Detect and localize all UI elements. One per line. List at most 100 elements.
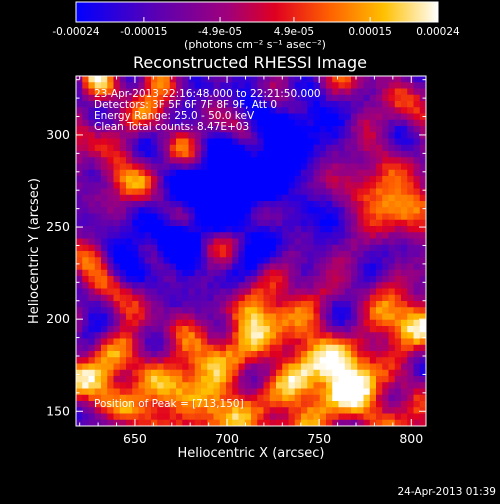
heatmap-cell xyxy=(407,288,414,296)
heatmap-cell xyxy=(244,194,252,202)
heatmap-cell xyxy=(413,388,421,396)
heatmap-cell xyxy=(401,244,408,252)
heatmap-cell xyxy=(138,369,146,377)
heatmap-cell xyxy=(313,201,321,208)
heatmap-cell xyxy=(82,313,89,321)
heatmap-cell xyxy=(138,132,146,139)
heatmap-cell xyxy=(157,82,164,89)
heatmap-cell xyxy=(157,219,164,227)
heatmap-cell xyxy=(401,107,408,114)
heatmap-cell xyxy=(307,219,314,227)
heatmap-cell xyxy=(176,388,183,396)
heatmap-cell xyxy=(88,376,96,383)
heatmap-cell xyxy=(88,382,96,389)
heatmap-cell xyxy=(419,238,426,246)
heatmap-cell xyxy=(157,394,164,402)
heatmap-cell xyxy=(338,169,346,177)
heatmap-cell xyxy=(238,288,246,296)
heatmap-cell xyxy=(213,244,221,252)
heatmap-cell xyxy=(344,282,352,289)
heatmap-cell xyxy=(294,401,302,408)
heatmap-cell xyxy=(188,157,196,164)
heatmap-cell xyxy=(394,407,402,414)
heatmap-cell xyxy=(357,132,364,139)
heatmap-cell xyxy=(307,113,314,121)
heatmap-cell xyxy=(88,344,96,352)
heatmap-cell xyxy=(269,119,277,127)
heatmap-cell xyxy=(307,376,314,383)
heatmap-cell xyxy=(76,226,83,233)
heatmap-cell xyxy=(251,226,258,233)
heatmap-cell xyxy=(76,251,83,258)
heatmap-cell xyxy=(344,132,352,139)
heatmap-cell xyxy=(207,338,214,346)
heatmap-cell xyxy=(357,182,364,189)
heatmap-cell xyxy=(388,219,396,227)
heatmap-cell xyxy=(194,182,202,189)
heatmap-cell xyxy=(332,169,339,177)
heatmap-cell xyxy=(176,213,183,221)
heatmap-cell xyxy=(263,82,271,89)
heatmap-cell xyxy=(363,182,371,189)
heatmap-cell xyxy=(107,169,114,177)
heatmap-cell xyxy=(213,263,221,271)
heatmap-cell xyxy=(194,319,202,327)
heatmap-cell xyxy=(407,88,414,96)
heatmap-cell xyxy=(238,313,246,321)
heatmap-cell xyxy=(257,251,264,258)
heatmap-cell xyxy=(382,257,389,264)
heatmap-cell xyxy=(251,307,258,314)
heatmap-cell xyxy=(219,107,227,114)
heatmap-cell xyxy=(276,263,283,271)
heatmap-cell xyxy=(188,94,196,102)
heatmap-cell xyxy=(219,263,227,271)
heatmap-cell xyxy=(126,301,133,308)
heatmap-cell xyxy=(76,319,83,327)
heatmap-cell xyxy=(269,257,277,264)
heatmap-cell xyxy=(294,257,302,264)
heatmap-cell xyxy=(157,344,164,352)
heatmap-cell xyxy=(213,351,221,358)
heatmap-cell xyxy=(313,369,321,377)
heatmap-cell xyxy=(269,207,277,214)
heatmap-cell xyxy=(263,182,271,189)
heatmap-cell xyxy=(294,351,302,358)
heatmap-cell xyxy=(213,188,221,196)
heatmap-cell xyxy=(382,126,389,133)
heatmap-cell xyxy=(376,326,383,333)
heatmap-cell xyxy=(107,219,114,227)
heatmap-cell xyxy=(226,351,233,358)
heatmap-cell xyxy=(351,376,358,383)
heatmap-cell xyxy=(382,88,389,96)
heatmap-cell xyxy=(126,113,133,121)
heatmap-cell xyxy=(326,263,333,271)
heatmap-cell xyxy=(401,282,408,289)
heatmap-cell xyxy=(363,94,371,102)
heatmap-cell xyxy=(263,169,271,177)
heatmap-cell xyxy=(276,157,283,164)
heatmap-cell xyxy=(151,101,158,108)
heatmap-cell xyxy=(282,276,289,283)
heatmap-cell xyxy=(207,232,214,239)
heatmap-cell xyxy=(332,326,339,333)
annotation-energy-range: Energy Range: 25.0 - 50.0 keV xyxy=(94,110,255,122)
heatmap-cell xyxy=(413,232,421,239)
heatmap-cell xyxy=(326,207,333,214)
heatmap-cell xyxy=(157,163,164,171)
heatmap-cell xyxy=(238,151,246,158)
heatmap-cell xyxy=(207,388,214,396)
heatmap-cell xyxy=(288,151,296,158)
heatmap-cell xyxy=(151,351,158,358)
heatmap-cell xyxy=(132,263,139,271)
heatmap-cell xyxy=(288,194,296,202)
heatmap-cell xyxy=(307,232,314,239)
heatmap-cell xyxy=(419,269,426,277)
heatmap-cell xyxy=(269,294,277,302)
heatmap-cell xyxy=(419,226,426,233)
heatmap-cell xyxy=(413,401,421,408)
heatmap-cell xyxy=(188,307,196,314)
heatmap-cell xyxy=(263,201,271,208)
heatmap-cell xyxy=(344,344,352,352)
heatmap-cell xyxy=(419,194,426,202)
heatmap-cell xyxy=(338,363,346,371)
